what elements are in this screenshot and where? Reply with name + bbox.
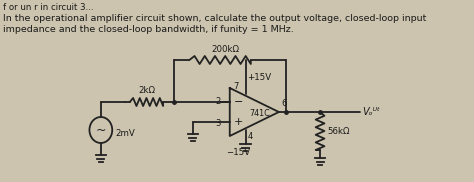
Text: f or un r in circuit 3...: f or un r in circuit 3... — [3, 3, 93, 12]
Text: 2kΩ: 2kΩ — [138, 86, 155, 95]
Text: 6: 6 — [282, 100, 287, 108]
Text: +15V: +15V — [247, 73, 272, 82]
Text: impedance and the closed-loop bandwidth, if funity = 1 MHz.: impedance and the closed-loop bandwidth,… — [3, 25, 293, 34]
Text: ~: ~ — [96, 124, 106, 136]
Text: 200kΩ: 200kΩ — [211, 45, 239, 54]
Text: 56kΩ: 56kΩ — [327, 126, 350, 136]
Text: 2: 2 — [216, 96, 221, 106]
Text: 3: 3 — [216, 120, 221, 128]
Text: In the operational amplifier circuit shown, calculate the output voltage, closed: In the operational amplifier circuit sho… — [3, 14, 426, 23]
Text: 7: 7 — [233, 82, 238, 91]
Text: −: − — [234, 97, 244, 107]
Text: 2mV: 2mV — [115, 128, 135, 137]
Text: 741C: 741C — [249, 110, 270, 118]
Text: 4: 4 — [247, 132, 253, 141]
Text: Vₒᵁᵗ: Vₒᵁᵗ — [362, 107, 380, 117]
Text: +: + — [234, 117, 244, 127]
Text: −15V: −15V — [227, 148, 251, 157]
